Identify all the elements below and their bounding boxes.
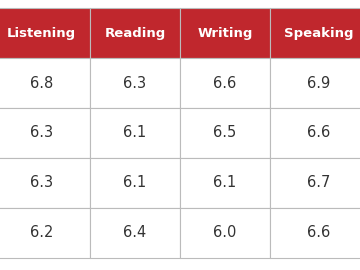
Bar	[0, 8, 90, 58]
Bar	[0, 158, 90, 208]
Bar	[90, 58, 180, 108]
Bar	[0, 108, 90, 158]
Text: 6.5: 6.5	[213, 126, 237, 140]
Bar	[270, 158, 360, 208]
Bar	[180, 8, 270, 58]
Bar	[90, 208, 180, 258]
Text: 6.9: 6.9	[307, 76, 330, 90]
Text: 6.3: 6.3	[123, 76, 147, 90]
Bar	[270, 58, 360, 108]
Bar	[270, 8, 360, 58]
Text: Reading: Reading	[104, 26, 166, 40]
Bar	[180, 158, 270, 208]
Text: 6.7: 6.7	[307, 176, 330, 190]
Text: 6.3: 6.3	[30, 126, 53, 140]
Text: 6.3: 6.3	[30, 176, 53, 190]
Bar	[180, 208, 270, 258]
Bar	[180, 58, 270, 108]
Text: 6.1: 6.1	[123, 126, 147, 140]
Text: 6.0: 6.0	[213, 225, 237, 240]
Bar	[90, 8, 180, 58]
Text: 6.1: 6.1	[123, 176, 147, 190]
Bar	[90, 108, 180, 158]
Bar	[180, 108, 270, 158]
Text: 6.4: 6.4	[123, 225, 147, 240]
Bar	[0, 58, 90, 108]
Text: Writing: Writing	[197, 26, 253, 40]
Bar	[0, 208, 90, 258]
Text: 6.1: 6.1	[213, 176, 237, 190]
Text: Speaking: Speaking	[284, 26, 354, 40]
Text: 6.6: 6.6	[213, 76, 237, 90]
Bar	[90, 158, 180, 208]
Text: 6.2: 6.2	[30, 225, 53, 240]
Text: 6.6: 6.6	[307, 126, 330, 140]
Bar	[270, 208, 360, 258]
Text: 6.8: 6.8	[30, 76, 53, 90]
Bar	[270, 108, 360, 158]
Text: Listening: Listening	[7, 26, 76, 40]
Text: 6.6: 6.6	[307, 225, 330, 240]
